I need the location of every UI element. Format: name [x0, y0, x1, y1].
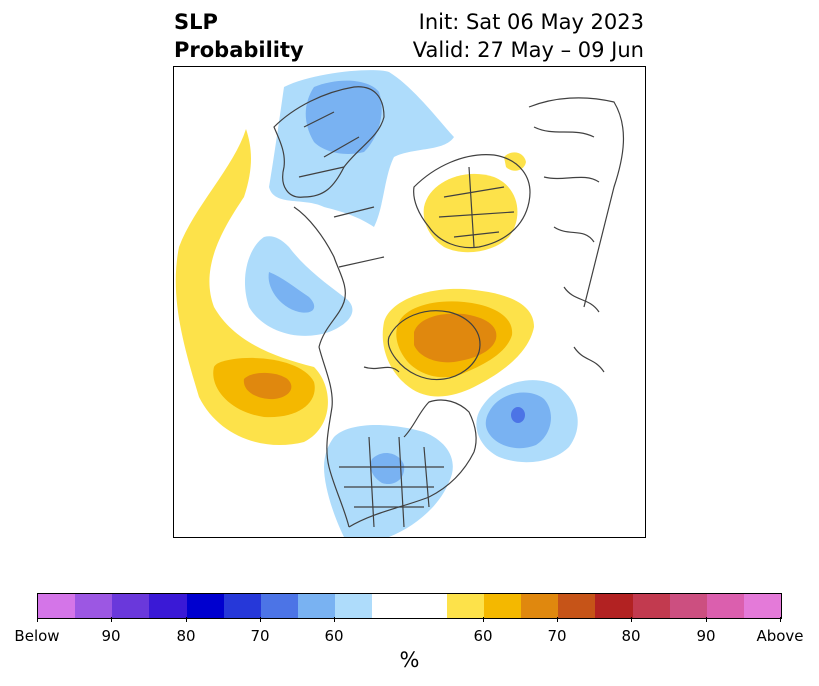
colorbar-tick-label: 60: [473, 627, 493, 645]
colorbar-ticks: Below 90 80 70 60 60 70 80 90 Above: [14, 617, 804, 647]
colorbar-swatch: [38, 594, 76, 618]
colorbar-tick-label: 80: [176, 627, 196, 645]
colorbar-swatch: [743, 594, 782, 618]
north-below-contour-65: [305, 80, 382, 154]
colorbar-swatch: [706, 594, 744, 618]
colorbar-tick: [706, 617, 707, 622]
coastlines: [273, 86, 624, 528]
siberia-above-contour-60b: [504, 152, 526, 171]
colorbar-swatch: [409, 594, 447, 618]
colorbar-swatch: [112, 594, 150, 618]
colorbar: [37, 593, 782, 619]
colorbar-swatch: [223, 594, 261, 618]
colorbar-tick: [37, 617, 38, 622]
title-left: SLP Probability: [174, 8, 304, 64]
colorbar-tick: [334, 617, 335, 622]
colorbar-swatch: [149, 594, 187, 618]
colorbar-tick: [111, 617, 112, 622]
colorbar-tick: [557, 617, 558, 622]
colorbar-swatch: [298, 594, 336, 618]
colorbar-swatch: [260, 594, 299, 618]
colorbar-tick-label: 60: [324, 627, 344, 645]
colorbar-tick-label: 90: [696, 627, 716, 645]
title-type: Probability: [174, 38, 304, 62]
title-right: Init: Sat 06 May 2023 Valid: 27 May – 09…: [413, 8, 644, 64]
colorbar-swatch: [521, 594, 559, 618]
colorbar-tick-label: 80: [621, 627, 641, 645]
title-variable: SLP: [174, 10, 218, 34]
map-canvas: [175, 70, 624, 537]
probability-map: [173, 66, 646, 538]
colorbar-swatch: [186, 594, 224, 618]
colorbar-swatch: [372, 594, 410, 618]
colorbar-tick-label: Above: [756, 627, 804, 645]
init-date: Init: Sat 06 May 2023: [418, 10, 644, 34]
valid-range: Valid: 27 May – 09 Jun: [412, 38, 644, 62]
colorbar-swatch: [335, 594, 373, 618]
colorbar-label: %: [399, 648, 420, 672]
colorbar-swatch: [669, 594, 707, 618]
gulf-below-contour-65: [268, 272, 315, 313]
colorbar-tick: [260, 617, 261, 622]
atlantic-below-contour-70: [511, 407, 525, 423]
colorbar-swatch: [75, 594, 113, 618]
colorbar-swatch: [632, 594, 670, 618]
colorbar-swatch: [446, 594, 484, 618]
colorbar-tick: [631, 617, 632, 622]
colorbar-tick: [483, 617, 484, 622]
us-below-contour-65: [370, 453, 405, 485]
arctic-above-contour-70: [414, 313, 497, 363]
gulf-below-contour-60: [244, 236, 353, 336]
colorbar-swatch: [558, 594, 596, 618]
colorbar-tick: [186, 617, 187, 622]
colorbar-tick-label: 70: [250, 627, 270, 645]
colorbar-swatch: [595, 594, 633, 618]
colorbar-tick-label: Below: [14, 627, 60, 645]
west-above-contour-70: [243, 372, 292, 400]
colorbar-tick-label: 90: [101, 627, 121, 645]
colorbar-tick-label: 70: [547, 627, 567, 645]
colorbar-tick: [780, 617, 781, 622]
colorbar-swatch: [483, 594, 522, 618]
